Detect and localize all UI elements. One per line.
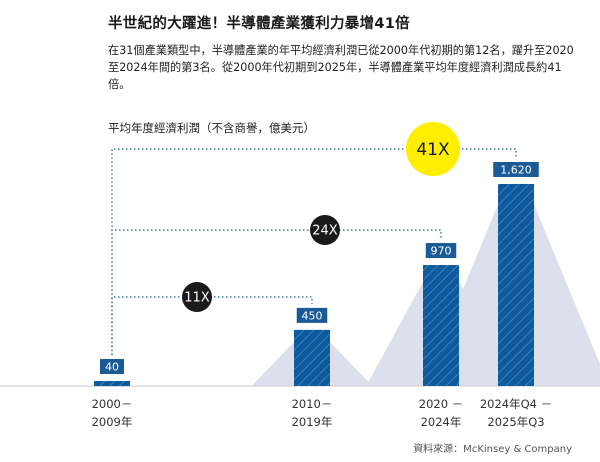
multiplier-label: 41X bbox=[416, 140, 450, 160]
bar bbox=[423, 265, 459, 386]
data-label: 40 bbox=[105, 361, 119, 374]
value-label-box bbox=[296, 307, 328, 323]
multiplier-connector bbox=[111, 229, 442, 356]
value-label-box bbox=[493, 161, 539, 177]
multiplier-label: 24X bbox=[312, 224, 338, 239]
multiplier-badge bbox=[182, 282, 212, 312]
x-tick-label: 2000－ bbox=[92, 397, 133, 411]
x-tick-label: 2019年 bbox=[292, 415, 333, 429]
bar bbox=[498, 183, 534, 386]
source-note: 資料來源：McKinsey & Company bbox=[413, 444, 572, 455]
value-label-box bbox=[425, 243, 457, 259]
x-tick-label: 2025年Q3 bbox=[487, 415, 544, 429]
bar bbox=[94, 381, 130, 386]
value-label-box bbox=[100, 359, 124, 375]
x-tick-label: 2009年 bbox=[92, 415, 133, 429]
bar bbox=[294, 329, 330, 386]
data-label: 450 bbox=[302, 309, 323, 322]
chart-title: 半世紀的大躍進！半導體產業獲利力暴增41倍 bbox=[108, 16, 410, 32]
multiplier-badge bbox=[310, 215, 340, 245]
data-label: 970 bbox=[431, 245, 452, 258]
multiplier-badge bbox=[406, 122, 460, 176]
multiplier-label: 11X bbox=[184, 291, 210, 306]
multiplier-connector bbox=[111, 296, 313, 356]
x-tick-label: 2024年Q4 － bbox=[480, 397, 552, 411]
x-tick-label: 2020 － bbox=[419, 397, 463, 411]
chart-description: 在31個產業類型中，半導體產業的年平均經濟利潤已從2000年代初期的第12名，躍… bbox=[108, 44, 574, 91]
y-axis-label: 平均年度經濟利潤（不含商譽，億美元） bbox=[108, 121, 315, 135]
x-tick-label: 2024年 bbox=[421, 415, 462, 429]
multiplier-connector bbox=[111, 148, 517, 356]
data-label: 1,620 bbox=[500, 163, 532, 176]
x-tick-label: 2010－ bbox=[292, 397, 333, 411]
